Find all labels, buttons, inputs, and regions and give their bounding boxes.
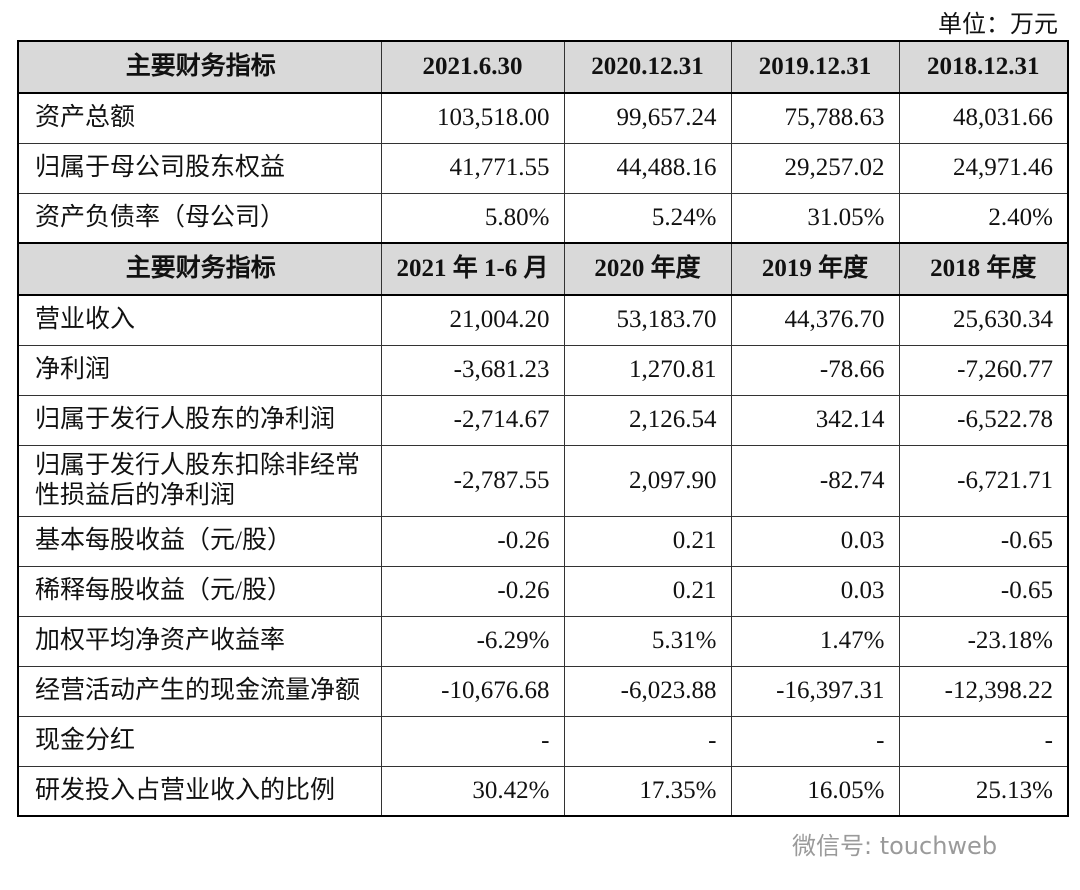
row-label: 归属于发行人股东扣除非经常性损益后的净利润 [17,444,382,517]
data-row: 加权平均净资产收益率 -6.29% 5.31% 1.47% -23.18% [17,615,1069,667]
row-label: 研发投入占营业收入的比例 [17,765,382,817]
cell: 2018.12.31 [898,40,1069,94]
cell: 31.05% [730,192,900,244]
data-row: 资产负债率（母公司） 5.80% 5.24% 31.05% 2.40% [17,192,1069,244]
table-body: 主要财务指标 2021.6.30 2020.12.31 2019.12.31 2018.… [17,40,1069,817]
row-label: 营业收入 [17,294,382,346]
cell: 2019 年度 [730,242,900,296]
data-row: 现金分红 - - - - [17,715,1069,767]
cell: -12,398.22 [898,665,1069,717]
cell: -0.65 [898,565,1069,617]
data-row: 经营活动产生的现金流量净额 -10,676.68 -6,023.88 -16,397.… [17,665,1069,717]
cell: -16,397.31 [730,665,900,717]
data-row: 资产总额 103,518.00 99,657.24 75,788.63 48,031.6… [17,92,1069,144]
row-label: 基本每股收益（元/股） [17,515,382,567]
row-label: 主要财务指标 [17,242,382,296]
cell: -6.29% [380,615,565,667]
cell: 16.05% [730,765,900,817]
cell: -2,714.67 [380,394,565,446]
cell: 17.35% [563,765,732,817]
cell: -23.18% [898,615,1069,667]
cell: -0.26 [380,515,565,567]
cell: -78.66 [730,344,900,396]
data-row: 净利润 -3,681.23 1,270.81 -78.66 -7,260.77 [17,344,1069,396]
cell: 75,788.63 [730,92,900,144]
cell: 5.24% [563,192,732,244]
cell: - [380,715,565,767]
row-label: 资产总额 [17,92,382,144]
cell: 2021.6.30 [380,40,565,94]
cell: - [563,715,732,767]
data-row: 归属于发行人股东的净利润 -2,714.67 2,126.54 342.14 -6,52… [17,394,1069,446]
cell: - [730,715,900,767]
cell: - [898,715,1069,767]
cell: 103,518.00 [380,92,565,144]
cell: 21,004.20 [380,294,565,346]
cell: -7,260.77 [898,344,1069,396]
header-row: 主要财务指标 2021 年 1-6 月 2020 年度 2019 年度 2018 年度 [17,242,1069,296]
row-label: 资产负债率（母公司） [17,192,382,244]
watermark: 微信号: touchweb [792,832,998,860]
unit-label: 单位：万元 [938,12,1058,38]
cell: -3,681.23 [380,344,565,396]
cell: 5.80% [380,192,565,244]
financial-table: 主要财务指标 2021.6.30 2020.12.31 2019.12.31 2018.… [17,40,1069,817]
cell: 44,376.70 [730,294,900,346]
cell: -2,787.55 [380,444,565,517]
data-row: 归属于发行人股东扣除非经常性损益后的净利润 -2,787.55 2,097.90 -8… [17,444,1069,517]
cell: -6,522.78 [898,394,1069,446]
cell: 0.03 [730,515,900,567]
row-label: 主要财务指标 [17,40,382,94]
cell: 99,657.24 [563,92,732,144]
row-label: 经营活动产生的现金流量净额 [17,665,382,717]
cell: 342.14 [730,394,900,446]
cell: 2,097.90 [563,444,732,517]
data-row: 归属于母公司股东权益 41,771.55 44,488.16 29,257.02 24,… [17,142,1069,194]
cell: -0.26 [380,565,565,617]
cell: 0.21 [563,515,732,567]
row-label: 归属于发行人股东的净利润 [17,394,382,446]
cell: 24,971.46 [898,142,1069,194]
cell: 0.03 [730,565,900,617]
cell: 2018 年度 [898,242,1069,296]
cell: 2,126.54 [563,394,732,446]
cell: 30.42% [380,765,565,817]
cell: 25.13% [898,765,1069,817]
cell: 25,630.34 [898,294,1069,346]
data-row: 研发投入占营业收入的比例 30.42% 17.35% 16.05% 25.13% [17,765,1069,817]
cell: 1.47% [730,615,900,667]
row-label: 加权平均净资产收益率 [17,615,382,667]
cell: -6,023.88 [563,665,732,717]
cell: 2021 年 1-6 月 [380,242,565,296]
cell: 2.40% [898,192,1069,244]
cell: 5.31% [563,615,732,667]
cell: 29,257.02 [730,142,900,194]
row-label: 现金分红 [17,715,382,767]
data-row: 稀释每股收益（元/股） -0.26 0.21 0.03 -0.65 [17,565,1069,617]
cell: 2020 年度 [563,242,732,296]
cell: -82.74 [730,444,900,517]
cell: 1,270.81 [563,344,732,396]
row-label: 净利润 [17,344,382,396]
row-label: 归属于母公司股东权益 [17,142,382,194]
cell: 0.21 [563,565,732,617]
cell: -0.65 [898,515,1069,567]
cell: 2019.12.31 [730,40,900,94]
data-row: 基本每股收益（元/股） -0.26 0.21 0.03 -0.65 [17,515,1069,567]
cell: -10,676.68 [380,665,565,717]
cell: 53,183.70 [563,294,732,346]
cell: 2020.12.31 [563,40,732,94]
row-label: 稀释每股收益（元/股） [17,565,382,617]
cell: 44,488.16 [563,142,732,194]
cell: 41,771.55 [380,142,565,194]
cell: 48,031.66 [898,92,1069,144]
data-row: 营业收入 21,004.20 53,183.70 44,376.70 25,630.34 [17,294,1069,346]
cell: -6,721.71 [898,444,1069,517]
header-row: 主要财务指标 2021.6.30 2020.12.31 2019.12.31 2018.… [17,40,1069,94]
